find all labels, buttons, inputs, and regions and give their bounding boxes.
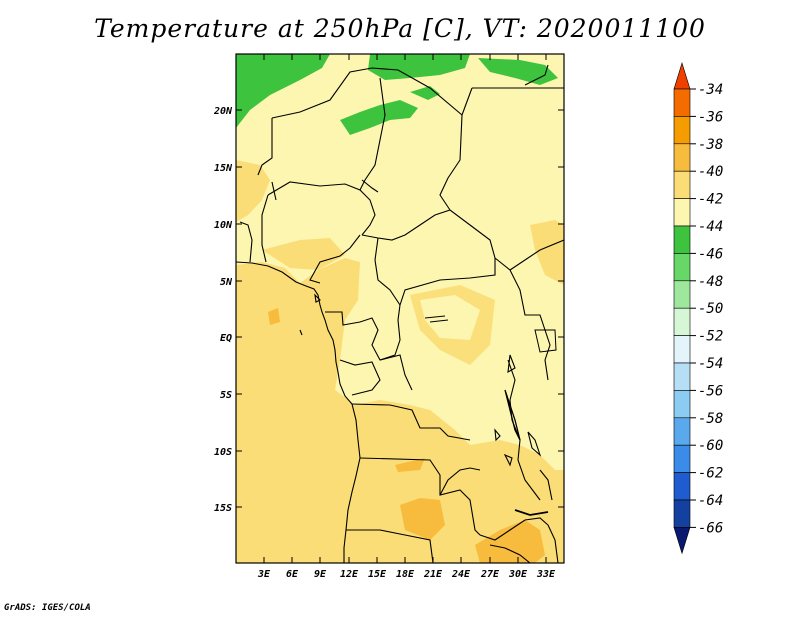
lat-label: 10S xyxy=(214,447,232,458)
colorbar-label: -34 xyxy=(698,82,723,98)
lon-label: 24E xyxy=(451,569,471,580)
colorbar: -34 -36 -38 -40 -42 -44 -46 -48 -50 -52 -54 -56 -58 -… xyxy=(673,61,723,555)
colorbar-label: -60 xyxy=(698,438,723,454)
colorbar-label: -54 xyxy=(698,356,723,372)
colorbar-label: -66 xyxy=(698,520,723,536)
colorbar-segment xyxy=(673,390,691,419)
colorbar-label: -52 xyxy=(698,329,723,345)
temperature-field-orange xyxy=(400,498,445,540)
colorbar-segment xyxy=(673,88,691,117)
footer-credit: GrADS: IGES/COLA xyxy=(4,603,91,613)
lon-label: 27E xyxy=(480,569,500,580)
lon-label: 30E xyxy=(508,569,528,580)
lat-label: 5S xyxy=(220,390,232,401)
lat-label: 5N xyxy=(220,277,233,288)
colorbar-label: -62 xyxy=(698,466,723,482)
colorbar-label: -36 xyxy=(698,109,723,125)
colorbar-label: -58 xyxy=(698,411,723,427)
lat-label: 15S xyxy=(214,503,232,514)
colorbar-segment xyxy=(673,335,691,364)
colorbar-segment xyxy=(673,499,691,528)
colorbar-label: -38 xyxy=(698,137,723,153)
lon-label: 9E xyxy=(314,569,327,580)
lon-label: 12E xyxy=(340,569,359,580)
colorbar-segment xyxy=(673,225,691,254)
colorbar-label: -42 xyxy=(698,192,723,208)
lat-label: 20N xyxy=(213,106,233,117)
lon-label: 33E xyxy=(536,569,556,580)
latitude-axis: 20N 15N 10N 5N EQ 5S 10S 15S xyxy=(213,106,564,514)
lon-label: 18E xyxy=(396,569,415,580)
lon-label: 21E xyxy=(423,569,443,580)
colorbar-segment xyxy=(673,253,691,282)
colorbar-segment xyxy=(673,116,691,145)
lon-label: 15E xyxy=(368,569,387,580)
colorbar-arrow-top xyxy=(673,61,691,90)
lat-label: 10N xyxy=(214,220,233,231)
temperature-field-warm xyxy=(236,258,564,563)
colorbar-label: -44 xyxy=(698,219,723,235)
colorbar-label: -46 xyxy=(698,246,723,262)
lat-label: EQ xyxy=(220,333,232,344)
colorbar-segment xyxy=(673,362,691,391)
colorbar-segment xyxy=(673,280,691,309)
map-frame xyxy=(235,53,565,564)
colorbar-segment xyxy=(673,198,691,227)
colorbar-segment xyxy=(673,170,691,199)
colorbar-label: -50 xyxy=(698,301,723,317)
map-plot-area xyxy=(236,54,564,563)
temperature-field-cold xyxy=(236,54,330,128)
map-title: Temperature at 250hPa [C], VT: 202001110… xyxy=(94,14,706,43)
colorbar-segment xyxy=(673,143,691,172)
colorbar-label: -48 xyxy=(698,274,723,290)
lat-label: 15N xyxy=(214,163,233,174)
colorbar-label: -40 xyxy=(698,164,723,180)
colorbar-segment xyxy=(673,444,691,473)
lon-label: 6E xyxy=(286,569,299,580)
colorbar-arrow-bottom xyxy=(673,527,691,555)
lon-label: 3E xyxy=(257,569,271,580)
colorbar-segment xyxy=(673,307,691,336)
colorbar-label: -64 xyxy=(698,493,723,509)
country-borders xyxy=(236,64,564,563)
longitude-axis: 3E 6E 9E 12E 15E 18E 21E 24E 27E 30E 33E xyxy=(257,54,556,580)
colorbar-label: -56 xyxy=(698,383,723,399)
colorbar-segment xyxy=(673,472,691,501)
colorbar-segment xyxy=(673,417,691,446)
